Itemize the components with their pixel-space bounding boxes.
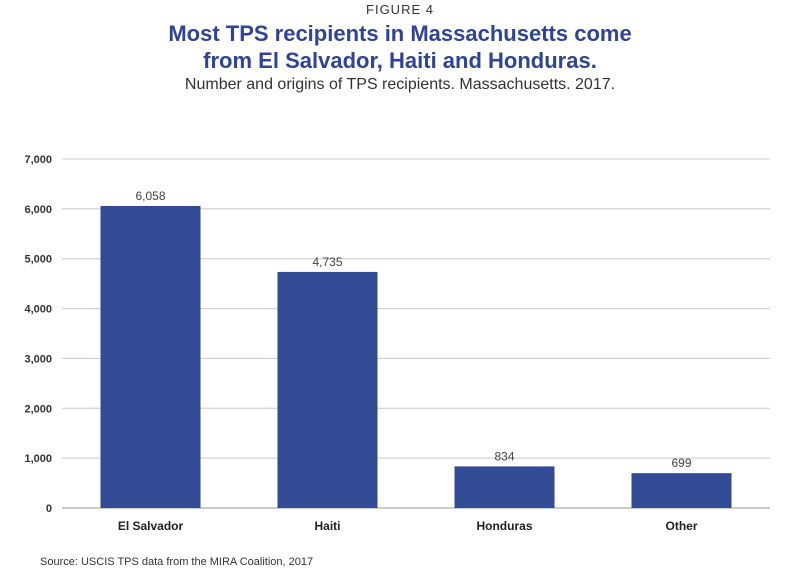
chart-subtitle: Number and origins of TPS recipients. Ma… bbox=[184, 76, 616, 93]
chart-title: Most TPS recipients in Massachusetts com… bbox=[0, 20, 800, 74]
chart-title-line-1: Most TPS recipients in Massachusetts com… bbox=[168, 21, 632, 46]
data-label: 6,058 bbox=[135, 189, 165, 203]
y-tick-label: 6,000 bbox=[24, 204, 52, 216]
chart-title-line-2: from El Salvador, Haiti and Honduras. bbox=[203, 48, 597, 73]
x-category-label: Honduras bbox=[476, 519, 532, 533]
bar-el-salvador bbox=[100, 205, 201, 508]
bars bbox=[100, 205, 732, 508]
y-tick-label: 7,000 bbox=[24, 154, 52, 166]
figure-label: FIGURE 4 bbox=[366, 2, 434, 17]
bar-haiti bbox=[277, 271, 378, 508]
bar-other bbox=[631, 473, 732, 508]
y-tick-label: 0 bbox=[46, 503, 52, 515]
y-tick-label: 1,000 bbox=[24, 453, 52, 465]
x-category-label: Other bbox=[665, 519, 697, 533]
y-tick-label: 4,000 bbox=[24, 304, 52, 316]
data-label: 699 bbox=[671, 456, 691, 470]
data-label: 4,735 bbox=[312, 255, 342, 269]
x-axis-categories: El Salvador Haiti Honduras Other bbox=[118, 519, 698, 533]
y-tick-label: 2,000 bbox=[24, 403, 52, 415]
data-label: 834 bbox=[494, 449, 514, 463]
source-note: Source: USCIS TPS data from the MIRA Coa… bbox=[40, 556, 314, 568]
y-tick-label: 3,000 bbox=[24, 353, 52, 365]
y-axis-ticks: 0 1,000 2,000 3,000 4,000 5,000 6,000 7,000 bbox=[24, 154, 52, 515]
data-labels: 6,058 4,735 834 699 bbox=[135, 189, 691, 470]
x-category-label: Haiti bbox=[314, 519, 340, 533]
bar-honduras bbox=[454, 466, 555, 508]
x-category-label: El Salvador bbox=[118, 519, 184, 533]
y-tick-label: 5,000 bbox=[24, 254, 52, 266]
